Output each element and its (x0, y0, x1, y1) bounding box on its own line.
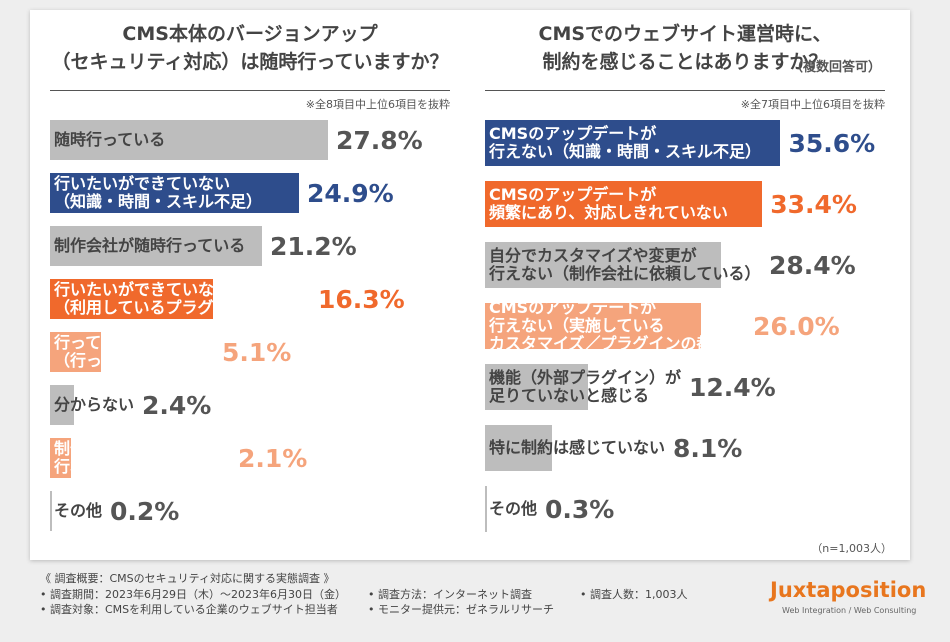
bar-label: 随時行っている (54, 130, 166, 149)
value-label: 27.8% (336, 125, 423, 155)
bar-label: CMSのアップデートが 頻繁にあり、対応しきれていない (489, 185, 728, 222)
bar-label: 制作会社に任せているが 行われていない (54, 439, 231, 476)
footer-heading: 《 調査概要：CMSのセキュリティ対応に関する実態調査 》 (40, 572, 335, 585)
bar-label: 行いたいができていない （知識・時間・スキル不足） (54, 174, 263, 211)
bar-row: 分からない 2.4% (50, 385, 450, 425)
bar (485, 181, 763, 227)
bar (50, 332, 101, 372)
bar (485, 425, 553, 471)
card: CMS本体のバージョンアップ （セキュリティ対応）は随時行っていますか？ ※全8項… (30, 10, 910, 560)
logo: Juxtaposition (770, 578, 927, 602)
bar-row: 制作会社が随時行っている 21.2% (50, 226, 450, 266)
title-rule (50, 90, 450, 91)
bar-row: CMSのアップデートが 行えない（知識・時間・スキル不足） 35.6% (485, 120, 885, 166)
bar (485, 364, 588, 410)
bar-label: 制作会社が随時行っている (54, 236, 246, 255)
bar-row: 制作会社に任せているが 行われていない 2.1% (50, 438, 450, 478)
bar (485, 303, 701, 349)
bar (50, 173, 299, 213)
bar-row: CMSのアップデートが 頻繁にあり、対応しきれていない 33.4% (485, 181, 885, 227)
logo-tagline: Web Integration / Web Consulting (782, 606, 917, 615)
note: ※全7項目中上位6項目を抜粋 (740, 98, 885, 111)
bar-row: 行いたいができていない （知識・時間・スキル不足） 24.9% (50, 173, 450, 213)
bar-label: 機能（外部プラグイン）が 足りていないと感じる (489, 368, 682, 405)
bar-row: 随時行っている 27.8% (50, 120, 450, 160)
bar (50, 279, 213, 319)
chart-title: CMS本体のバージョンアップ （セキュリティ対応）は随時行っていますか？ (51, 23, 449, 73)
bar (485, 486, 488, 532)
value-label: 8.1% (673, 433, 743, 463)
bar (485, 242, 721, 288)
value-label: 2.1% (238, 443, 308, 473)
title-rule (485, 90, 885, 91)
value-label: 26.0% (753, 311, 840, 341)
footer-item: • 調査対象：CMSを利用している企業のウェブサイト担当者 (40, 603, 338, 616)
bar-label: CMSのアップデートが 行えない（知識・時間・スキル不足） (489, 124, 762, 161)
bar-label: 行いたいができていない （利用しているプラグインの問題） (54, 280, 310, 317)
value-label: 28.4% (769, 250, 856, 280)
value-label: 0.2% (110, 496, 180, 526)
bar-row: CMSのアップデートが 行えない（実施している カスタマイズ／プラグインの都合）… (485, 299, 885, 353)
bar-label: CMSのアップデートが 行えない（実施している カスタマイズ／プラグインの都合） (489, 298, 745, 353)
value-label: 12.4% (689, 372, 776, 402)
chart-title: CMSでのウェブサイト運営時に、 制約を感じることはありますか？ (538, 23, 832, 73)
bar-label: 行っていない （行ったことはない） (54, 333, 215, 370)
bar-label: 特に制約は感じていない (489, 438, 666, 457)
bar (50, 120, 328, 160)
bar-row: その他 0.3% (485, 486, 885, 532)
bar (50, 385, 74, 425)
bar (50, 226, 262, 266)
value-label: 21.2% (270, 231, 357, 261)
value-label: 24.9% (307, 178, 394, 208)
value-label: 33.4% (770, 189, 857, 219)
value-label: 16.3% (318, 284, 405, 314)
footer-item: • 調査期間：2023年6月29日（木）～2023年6月30日（金） (40, 588, 346, 601)
bar-label: 自分でカスタマイズや変更が 行えない（制作会社に依頼している） (489, 246, 761, 283)
bar-row: 機能（外部プラグイン）が 足りていないと感じる 12.4% (485, 364, 885, 410)
footer-item: • 調査人数：1,003人 (580, 588, 688, 601)
bar-label: その他 (54, 501, 103, 520)
bar-row: その他 0.2% (50, 491, 450, 531)
bar-row: 行いたいができていない （利用しているプラグインの問題） 16.3% (50, 279, 450, 319)
bar-row: 自分でカスタマイズや変更が 行えない（制作会社に依頼している） 28.4% (485, 242, 885, 288)
value-label: 5.1% (222, 337, 292, 367)
bar-label: 分からない (54, 395, 135, 414)
value-label: 35.6% (788, 128, 876, 158)
bar-label: その他 (489, 499, 538, 518)
footer-item: • 調査方法：インターネット調査 (368, 588, 532, 601)
footer-item: • モニター提供元：ゼネラルリサーチ (368, 603, 554, 616)
bar (50, 491, 52, 531)
bar (50, 438, 71, 478)
value-label: 0.3% (545, 494, 615, 524)
note: ※全8項目中上位6項目を抜粋 (305, 98, 450, 111)
bar (485, 120, 781, 166)
bar-row: 行っていない （行ったことはない） 5.1% (50, 332, 450, 372)
value-label: 2.4% (142, 390, 212, 420)
sample-note: （n=1,003人） (811, 542, 892, 555)
bar-row: 特に制約は感じていない 8.1% (485, 425, 885, 471)
title-suffix: （複数回答可） (790, 60, 882, 75)
